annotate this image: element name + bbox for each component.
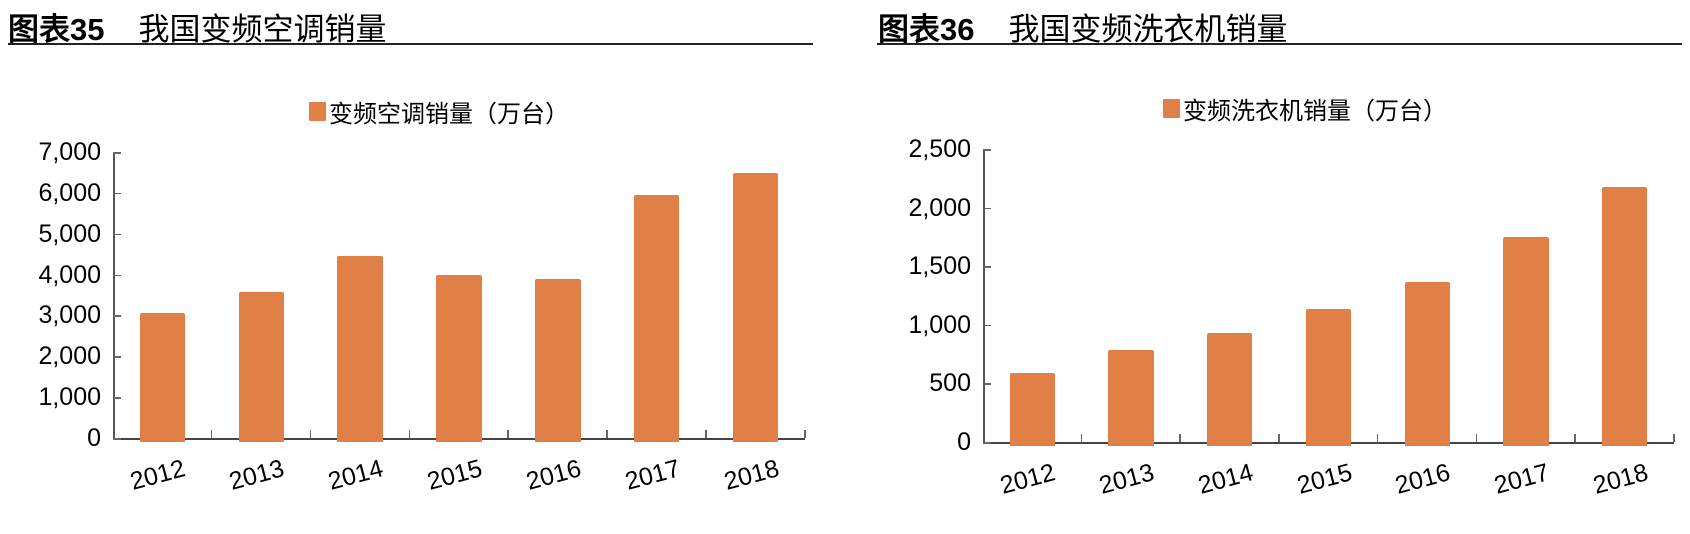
legend-swatch xyxy=(1163,99,1180,118)
x-tick xyxy=(804,430,806,438)
y-tick xyxy=(983,383,991,385)
x-tick-label: 2012 xyxy=(127,454,189,496)
chart-title: 我国变频洗衣机销量 xyxy=(1008,12,1288,47)
y-tick-label: 2,000 xyxy=(38,342,101,371)
legend: 变频洗衣机销量（万台） xyxy=(1163,91,1447,126)
x-tick-label: 2017 xyxy=(1491,458,1553,500)
x-tick-label: 2013 xyxy=(226,454,288,496)
y-tick xyxy=(113,233,121,236)
figure-label: 图表35 xyxy=(8,12,105,47)
y-tick xyxy=(983,149,991,151)
x-tick-label: 2017 xyxy=(621,454,683,496)
y-tick xyxy=(113,192,121,195)
x-tick-label: 2018 xyxy=(720,454,782,496)
x-tick-label: 2014 xyxy=(325,454,387,496)
x-tick-label: 2016 xyxy=(523,454,585,496)
bar-2012 xyxy=(1009,372,1056,446)
y-tick-label: 1,000 xyxy=(908,310,971,339)
chart-title: 我国变频空调销量 xyxy=(138,12,387,47)
y-tick xyxy=(113,315,121,317)
x-tick xyxy=(1574,434,1576,442)
bar-2018 xyxy=(732,173,779,442)
y-tick-label: 1,500 xyxy=(908,252,971,281)
plot-area: 0 500 1,000 1,500 2,000 2,500 2012 2013 2014 2015… xyxy=(908,137,1675,500)
figure-title: 图表36 我国变频洗衣机销量 xyxy=(878,4,1287,49)
x-tick-label: 2015 xyxy=(424,454,486,496)
chart-panel-ac: 图表35 我国变频空调销量 变频空调销量（万台） 0 1,000 2,000 3,000… xyxy=(4,0,814,534)
y-tick-label: 6,000 xyxy=(38,178,101,207)
y-tick xyxy=(983,442,991,444)
x-tick-label: 2012 xyxy=(997,458,1059,500)
bar-2013 xyxy=(238,291,285,442)
x-tick xyxy=(705,430,707,438)
bar-2018 xyxy=(1601,186,1648,446)
x-tick-label: 2014 xyxy=(1194,458,1256,500)
x-tick xyxy=(1673,434,1675,442)
legend: 变频空调销量（万台） xyxy=(309,94,569,129)
x-tick xyxy=(309,430,312,438)
bar-2017 xyxy=(1503,236,1549,446)
x-tick-label: 2013 xyxy=(1096,458,1158,500)
chart-panel-washer: 图表36 我国变频洗衣机销量 变频洗衣机销量（万台） 0 500 1,000 1,500… xyxy=(874,0,1686,534)
bar-2016 xyxy=(535,279,581,442)
y-tick-label: 0 xyxy=(957,428,971,456)
y-tick xyxy=(113,397,121,399)
bar-2016 xyxy=(1404,282,1450,446)
bar-2013 xyxy=(1108,349,1154,446)
x-tick xyxy=(507,430,509,438)
y-tick-label: 2,500 xyxy=(908,135,971,163)
y-tick-label: 2,000 xyxy=(908,193,971,222)
x-tick xyxy=(1080,434,1083,442)
bar-2015 xyxy=(436,275,482,442)
figure-title: 图表35 我国变频空调销量 xyxy=(8,4,386,49)
x-tick xyxy=(210,430,213,438)
y-tick xyxy=(113,274,121,277)
x-tick xyxy=(1475,434,1478,442)
x-tick xyxy=(1376,434,1379,442)
y-tick-label: 1,000 xyxy=(38,383,101,412)
x-tick xyxy=(408,430,411,438)
legend-label: 变频空调销量（万台） xyxy=(329,101,569,128)
x-tick-label: 2015 xyxy=(1293,458,1355,500)
plot-area: 0 1,000 2,000 3,000 4,000 5,000 6,000 7,000 2012… xyxy=(38,140,806,496)
y-tick-label: 4,000 xyxy=(38,260,101,289)
y-tick xyxy=(113,438,121,440)
bar-2012 xyxy=(139,313,186,442)
x-tick-label: 2018 xyxy=(1589,458,1651,500)
x-tick xyxy=(1278,434,1280,442)
title-rule xyxy=(8,43,813,45)
title-rule xyxy=(877,43,1682,45)
figure-label: 图表36 xyxy=(878,12,975,47)
y-tick xyxy=(113,356,121,358)
y-tick-label: 5,000 xyxy=(38,219,101,248)
y-tick-label: 0 xyxy=(87,424,101,452)
legend-swatch xyxy=(309,102,326,121)
y-axis xyxy=(983,150,985,443)
bar-2015 xyxy=(1305,309,1352,446)
legend-label: 变频洗衣机销量（万台） xyxy=(1183,98,1447,125)
x-tick xyxy=(606,430,608,438)
y-tick xyxy=(983,207,991,210)
x-tick-label: 2016 xyxy=(1392,458,1454,500)
y-axis xyxy=(113,153,115,439)
bar-2014 xyxy=(337,256,383,442)
y-tick xyxy=(983,266,991,268)
bar-2017 xyxy=(633,195,680,442)
y-tick-label: 7,000 xyxy=(38,138,101,166)
y-tick-label: 500 xyxy=(929,369,971,398)
bar-2014 xyxy=(1207,332,1253,446)
y-tick xyxy=(113,152,121,154)
x-tick xyxy=(1179,434,1181,442)
y-tick xyxy=(983,324,991,327)
y-tick-label: 3,000 xyxy=(38,301,101,330)
